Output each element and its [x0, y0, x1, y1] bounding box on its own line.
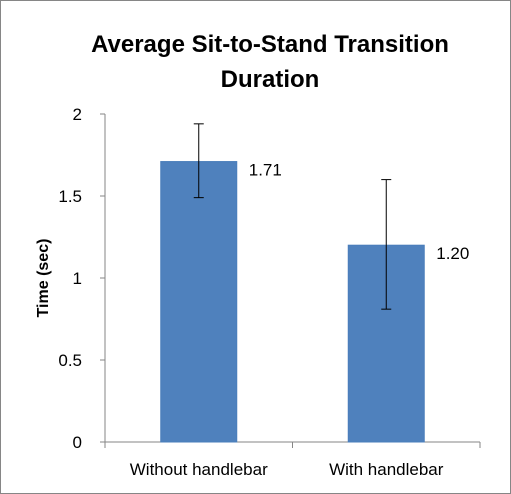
y-tick-label: 2: [73, 105, 82, 124]
chart-title: Average Sit-to-Stand Transition Duration: [91, 31, 449, 93]
data-label: 1.71: [249, 161, 282, 180]
y-tick-label: 1: [73, 269, 82, 288]
x-tick-label: With handlebar: [329, 460, 444, 479]
x-tick-label: Without handlebar: [130, 460, 268, 479]
data-label: 1.20: [436, 244, 469, 263]
y-tick-label: 1.5: [58, 187, 82, 206]
y-axis-title: Time (sec): [35, 239, 52, 318]
bar: [160, 161, 238, 443]
y-tick-label: 0.5: [58, 351, 82, 370]
y-tick-label: 0: [73, 433, 82, 452]
